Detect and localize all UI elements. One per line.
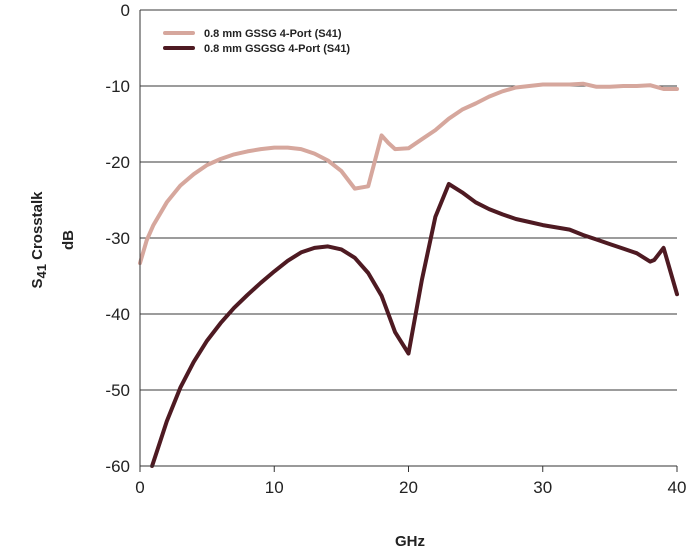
legend: 0.8 mm GSSG 4-Port (S41) 0.8 mm GSGSG 4-… <box>163 28 350 55</box>
y-tick-label: -40 <box>105 305 130 324</box>
x-tick-label: 30 <box>533 478 552 497</box>
x-axis-title: GHz <box>395 533 425 550</box>
y-tick-label: -20 <box>105 153 130 172</box>
x-tick-label: 0 <box>135 478 144 497</box>
y-axis-title: S41 Crosstalk <box>29 191 49 289</box>
tick-label-layer: 0 -10 -20 -30 -40 -50 -60 0 10 20 30 40 <box>105 1 686 497</box>
x-tick-label: 20 <box>399 478 418 497</box>
x-tick-label: 40 <box>668 478 687 497</box>
grid-layer <box>140 9 677 391</box>
y-tick-label: -10 <box>105 77 130 96</box>
legend-label-gssg: 0.8 mm GSSG 4-Port (S41) <box>204 28 342 40</box>
y-axis-title-subscript: 41 <box>34 264 49 278</box>
y-axis-title-rest: Crosstalk <box>29 191 46 264</box>
y-tick-label: -50 <box>105 381 130 400</box>
y-axis-unit: dB <box>60 230 77 250</box>
legend-label-gsgsg: 0.8 mm GSGSG 4-Port (S41) <box>204 43 350 55</box>
y-tick-label: -30 <box>105 229 130 248</box>
x-tick-label: 10 <box>265 478 284 497</box>
y-tick-label: -60 <box>105 457 130 476</box>
y-axis-title-prefix: S <box>29 279 46 289</box>
y-tick-label: 0 <box>121 1 130 20</box>
series-line-gssg <box>138 81 679 266</box>
series-layer <box>138 81 679 468</box>
series-line-gsgsg <box>150 182 679 468</box>
